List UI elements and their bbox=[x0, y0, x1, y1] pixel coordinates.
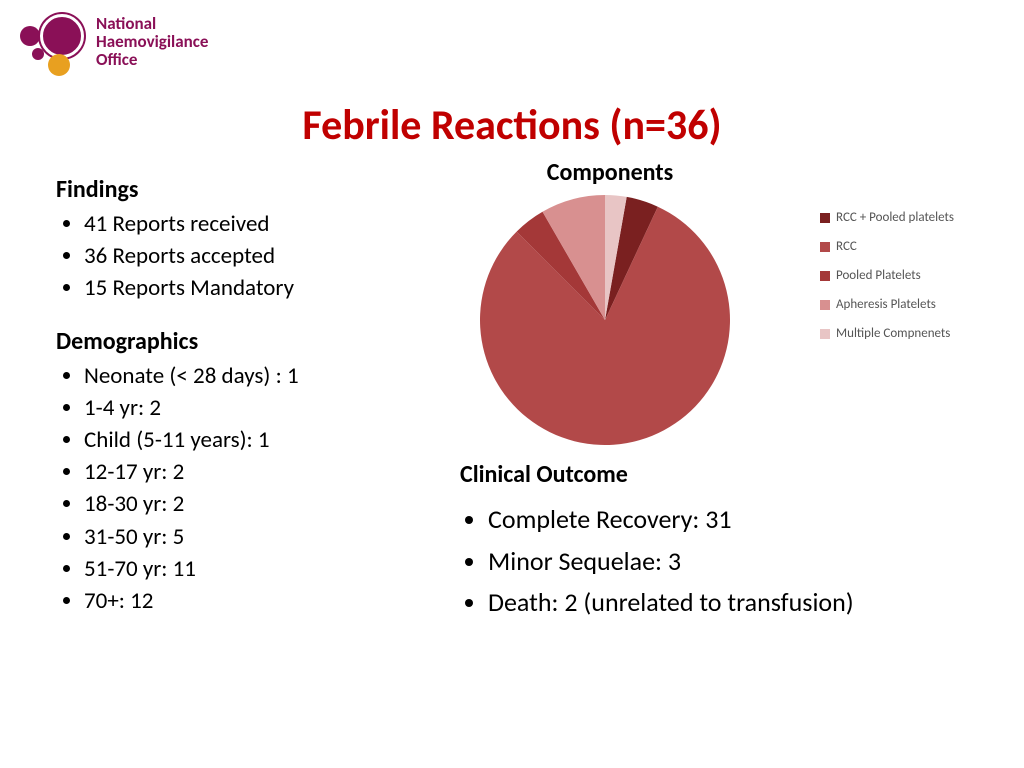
demographics-item: 31-50 yr: 5 bbox=[84, 521, 436, 553]
outcome-item: Death: 2 (unrelated to transfusion) bbox=[488, 582, 930, 624]
legend-label: Pooled Platelets bbox=[836, 268, 921, 283]
legend-label: Multiple Compnenets bbox=[836, 326, 950, 341]
legend-swatch-icon bbox=[820, 242, 830, 252]
legend-item: Pooled Platelets bbox=[820, 268, 954, 283]
findings-item: 36 Reports accepted bbox=[84, 240, 436, 272]
legend-swatch-icon bbox=[820, 329, 830, 339]
pie-legend: RCC + Pooled platelets RCC Pooled Platelet… bbox=[820, 210, 954, 355]
outcome-item: Complete Recovery: 31 bbox=[488, 499, 930, 541]
findings-item: 41 Reports received bbox=[84, 208, 436, 240]
findings-header: Findings bbox=[56, 175, 436, 204]
legend-item: Apheresis Platelets bbox=[820, 297, 954, 312]
pie-chart bbox=[480, 195, 730, 450]
demographics-item: 51-70 yr: 11 bbox=[84, 553, 436, 585]
legend-swatch-icon bbox=[820, 213, 830, 223]
legend-label: RCC + Pooled platelets bbox=[836, 210, 954, 225]
legend-swatch-icon bbox=[820, 271, 830, 281]
legend-label: Apheresis Platelets bbox=[836, 297, 936, 312]
demographics-item: 18-30 yr: 2 bbox=[84, 488, 436, 520]
demographics-item: 1-4 yr: 2 bbox=[84, 392, 436, 424]
logo-text: National Haemovigilance Office bbox=[96, 15, 208, 69]
findings-item: 15 Reports Mandatory bbox=[84, 272, 436, 304]
clinical-outcome-list: Complete Recovery: 31Minor Sequelae: 3De… bbox=[460, 499, 930, 624]
clinical-outcome-header: Clinical Outcome bbox=[460, 460, 930, 489]
legend-label: RCC bbox=[836, 239, 857, 254]
legend-item: RCC bbox=[820, 239, 954, 254]
components-header: Components bbox=[460, 158, 760, 187]
demographics-header: Demographics bbox=[56, 327, 436, 356]
logo-mark-icon bbox=[18, 12, 88, 72]
demographics-list: Neonate (< 28 days) : 11-4 yr: 2Child (5… bbox=[56, 360, 436, 618]
legend-item: RCC + Pooled platelets bbox=[820, 210, 954, 225]
legend-swatch-icon bbox=[820, 300, 830, 310]
logo-line-3: Office bbox=[96, 51, 208, 69]
pie-svg bbox=[480, 195, 730, 445]
slide-title: Febrile Reactions (n=36) bbox=[0, 100, 1024, 151]
demographics-item: Neonate (< 28 days) : 1 bbox=[84, 360, 436, 392]
org-logo: National Haemovigilance Office bbox=[18, 12, 208, 72]
demographics-item: 70+: 12 bbox=[84, 585, 436, 617]
legend-item: Multiple Compnenets bbox=[820, 326, 954, 341]
clinical-outcome-block: Clinical Outcome Complete Recovery: 31Mi… bbox=[460, 460, 930, 624]
findings-list: 41 Reports received36 Reports accepted15… bbox=[56, 208, 436, 305]
outcome-item: Minor Sequelae: 3 bbox=[488, 541, 930, 583]
left-column: Findings 41 Reports received36 Reports a… bbox=[56, 175, 436, 639]
demographics-item: Child (5-11 years): 1 bbox=[84, 424, 436, 456]
demographics-item: 12-17 yr: 2 bbox=[84, 456, 436, 488]
